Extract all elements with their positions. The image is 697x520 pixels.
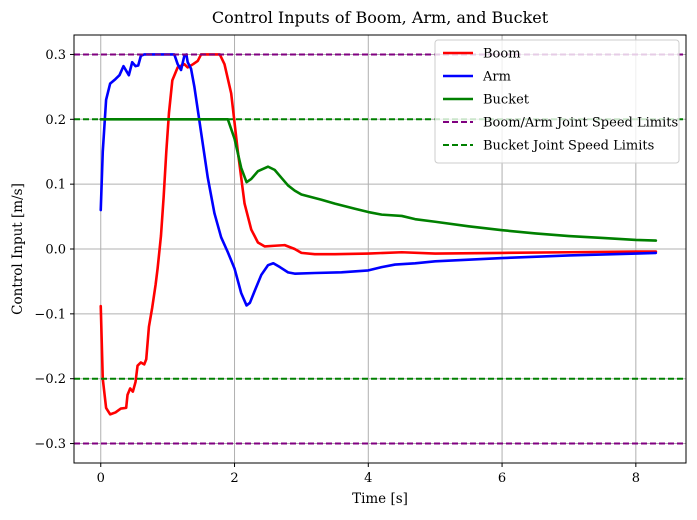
bucket-series-line — [99, 118, 658, 242]
legend: Boom Arm Bucket Boom/Arm Joint Speed Limits… — [434, 39, 680, 164]
arm-series-line — [99, 53, 658, 307]
x-axis-label: Time [s] — [352, 491, 408, 507]
tick-layer: 0 2 4 6 8 −0.3 −0.2 −0.1 0.0 0.1 0.2 0.3 — [34, 48, 640, 486]
y-axis-label: Control Input [m/s] — [10, 183, 26, 315]
legend-label-bucket-joint-speed-limits: Bucket Joint Speed Limits — [483, 139, 654, 154]
x-tick-label: 0 — [97, 471, 105, 486]
x-tick-label: 2 — [230, 471, 238, 486]
y-tick-label: 0.3 — [45, 48, 66, 63]
legend-label-boom-arm-joint-speed-limits: Boom/Arm Joint Speed Limits — [483, 116, 678, 131]
legend-label-boom: Boom — [483, 47, 521, 62]
data-layer — [74, 53, 686, 445]
legend-label-bucket: Bucket — [483, 93, 530, 108]
legend-box — [434, 39, 680, 164]
legend-label-arm: Arm — [482, 70, 511, 85]
chart-title: Control Inputs of Boom, Arm, and Bucket — [212, 8, 549, 27]
y-tick-label: 0.2 — [45, 113, 66, 128]
x-tick-label: 4 — [364, 471, 372, 486]
y-tick-label: −0.2 — [34, 372, 66, 387]
boom-series-line — [99, 53, 658, 416]
y-tick-label: 0.1 — [45, 178, 66, 193]
y-tick-label: −0.3 — [34, 437, 66, 452]
x-tick-label: 8 — [632, 471, 640, 486]
y-tick-label: −0.1 — [34, 307, 66, 322]
x-tick-label: 6 — [498, 471, 506, 486]
y-tick-label: 0.0 — [45, 243, 66, 258]
